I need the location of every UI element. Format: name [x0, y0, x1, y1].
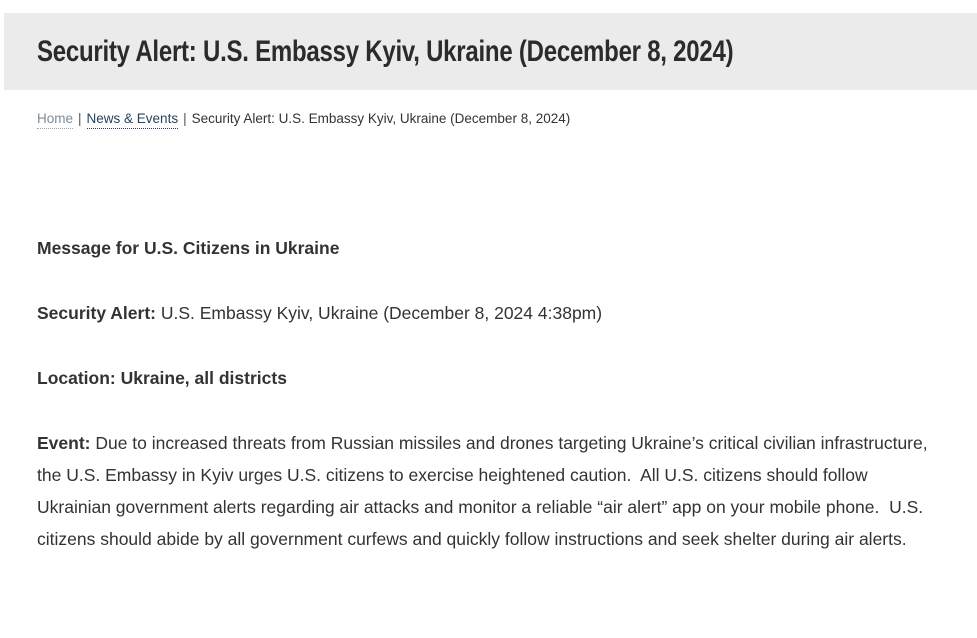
breadcrumb-separator: | — [183, 111, 187, 126]
security-alert-line: Security Alert: U.S. Embassy Kyiv, Ukrai… — [37, 297, 937, 329]
event-text: Due to increased threats from Russian mi… — [37, 433, 933, 549]
alert-content: Message for U.S. Citizens in Ukraine Sec… — [37, 232, 937, 555]
event-paragraph: Event: Due to increased threats from Rus… — [37, 427, 937, 555]
breadcrumb-separator: | — [78, 111, 82, 126]
page-title-bar: Security Alert: U.S. Embassy Kyiv, Ukrai… — [4, 13, 977, 90]
breadcrumb-current-page: Security Alert: U.S. Embassy Kyiv, Ukrai… — [191, 111, 571, 126]
breadcrumb-link-home[interactable]: Home — [37, 111, 74, 129]
location-line: Location: Ukraine, all districts — [37, 368, 287, 388]
security-alert-text: U.S. Embassy Kyiv, Ukraine (December 8, … — [155, 303, 603, 323]
message-heading: Message for U.S. Citizens in Ukraine — [37, 238, 340, 258]
event-label: Event: — [37, 433, 91, 453]
breadcrumb-link-news-events[interactable]: News & Events — [86, 111, 179, 129]
page-title: Security Alert: U.S. Embassy Kyiv, Ukrai… — [37, 34, 734, 68]
security-alert-label: Security Alert: — [37, 303, 156, 323]
breadcrumb: Home | News & Events | Security Alert: U.S. … — [37, 111, 977, 129]
